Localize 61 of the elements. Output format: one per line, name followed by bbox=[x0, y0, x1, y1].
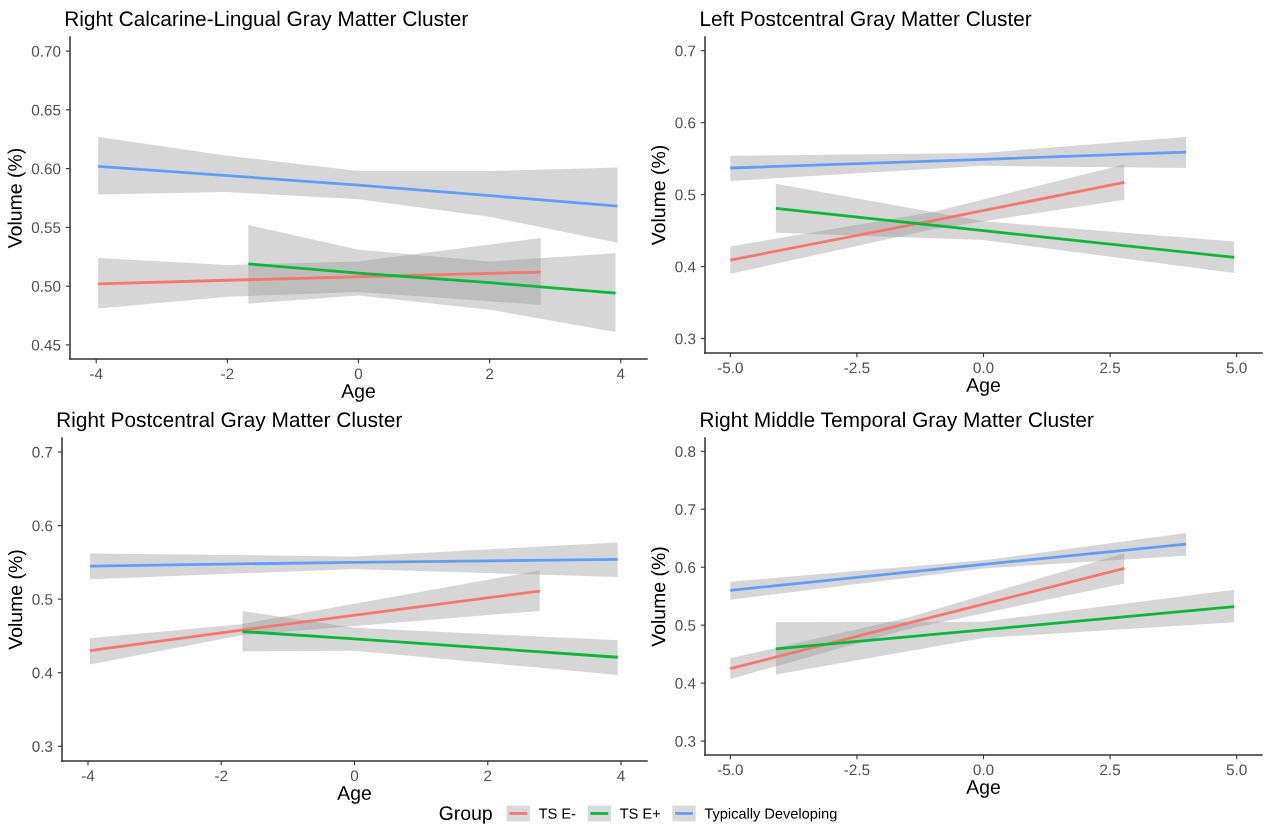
y-tick-label: 0.4 bbox=[675, 678, 696, 689]
x-tick-label: -4 bbox=[90, 368, 103, 380]
x-tick-label: -5.0 bbox=[717, 764, 743, 776]
y-tick-label: 0.3 bbox=[675, 333, 696, 345]
legend-label: TS E- bbox=[539, 808, 576, 819]
y-tick-label: 0.5 bbox=[675, 620, 696, 631]
x-tick-label: 0.0 bbox=[973, 362, 994, 374]
y-tick-label: 0.65 bbox=[31, 104, 61, 116]
x-tick-label: -4 bbox=[81, 770, 95, 782]
legend-label: Typically Developing bbox=[704, 808, 837, 822]
y-axis-title: Volume (%) bbox=[651, 547, 670, 647]
x-tick-label: 0 bbox=[350, 770, 359, 782]
x-axis-title: Age bbox=[337, 786, 371, 804]
y-tick-label: 0.4 bbox=[675, 261, 696, 273]
x-tick-label: -2.5 bbox=[844, 764, 870, 776]
chart-title: Right Postcentral Gray Matter Cluster bbox=[57, 411, 402, 432]
y-tick-label: 0.3 bbox=[32, 741, 53, 752]
y-tick-label: 0.5 bbox=[32, 594, 53, 605]
x-tick-label: 0.0 bbox=[973, 764, 994, 776]
chart-title: Right Middle Temporal Gray Matter Cluster bbox=[701, 411, 1094, 432]
y-tick-label: 0.45 bbox=[31, 339, 61, 351]
x-tick-label: 4 bbox=[616, 368, 625, 380]
y-tick-label: 0.70 bbox=[31, 45, 61, 57]
x-tick-label: 2 bbox=[484, 770, 492, 782]
x-axis-title: Age bbox=[341, 384, 375, 402]
y-tick-label: 0.4 bbox=[32, 667, 53, 679]
line-series bbox=[96, 270, 543, 286]
y-tick-label: 0.7 bbox=[675, 504, 696, 515]
x-axis-title: Age bbox=[966, 378, 1000, 396]
x-tick-label: 5.0 bbox=[1226, 764, 1247, 776]
chart-title: Right Calcarine-Lingual Gray Matter Cluster bbox=[65, 10, 468, 31]
x-tick-label: -2 bbox=[221, 368, 234, 380]
y-axis-title: Volume (%) bbox=[8, 550, 27, 650]
x-tick-label: 0 bbox=[354, 368, 363, 380]
chart-title: Left Postcentral Gray Matter Cluster bbox=[701, 10, 1032, 31]
y-tick-label: 0.6 bbox=[675, 562, 696, 573]
y-tick-label: 0.7 bbox=[675, 45, 696, 57]
x-tick-label: 2.5 bbox=[1100, 764, 1121, 776]
y-tick-label: 0.5 bbox=[675, 189, 696, 201]
y-axis-title: Volume (%) bbox=[7, 148, 26, 249]
line-series bbox=[246, 262, 617, 295]
y-tick-label: 0.3 bbox=[675, 735, 696, 747]
x-tick-label: 4 bbox=[617, 770, 625, 782]
y-axis-title: Volume (%) bbox=[651, 145, 670, 246]
line-series bbox=[96, 164, 619, 208]
x-tick-label: -2.5 bbox=[844, 362, 870, 374]
legend-title: Group bbox=[439, 806, 492, 824]
y-tick-label: 0.8 bbox=[675, 446, 696, 458]
y-tick-label: 0.55 bbox=[31, 222, 61, 234]
y-tick-label: 0.6 bbox=[32, 520, 53, 532]
x-tick-label: -2 bbox=[215, 770, 228, 782]
y-tick-label: 0.7 bbox=[32, 446, 53, 458]
x-tick-label: -5.0 bbox=[717, 362, 743, 374]
y-tick-label: 0.6 bbox=[675, 117, 696, 129]
y-tick-label: 0.60 bbox=[31, 163, 61, 175]
x-tick-label: 2 bbox=[486, 368, 494, 380]
x-axis-title: Age bbox=[966, 780, 1000, 798]
x-tick-label: 2.5 bbox=[1100, 362, 1121, 374]
y-tick-label: 0.50 bbox=[31, 281, 61, 292]
x-tick-label: 5.0 bbox=[1226, 362, 1247, 374]
legend-label: TS E+ bbox=[620, 808, 660, 819]
